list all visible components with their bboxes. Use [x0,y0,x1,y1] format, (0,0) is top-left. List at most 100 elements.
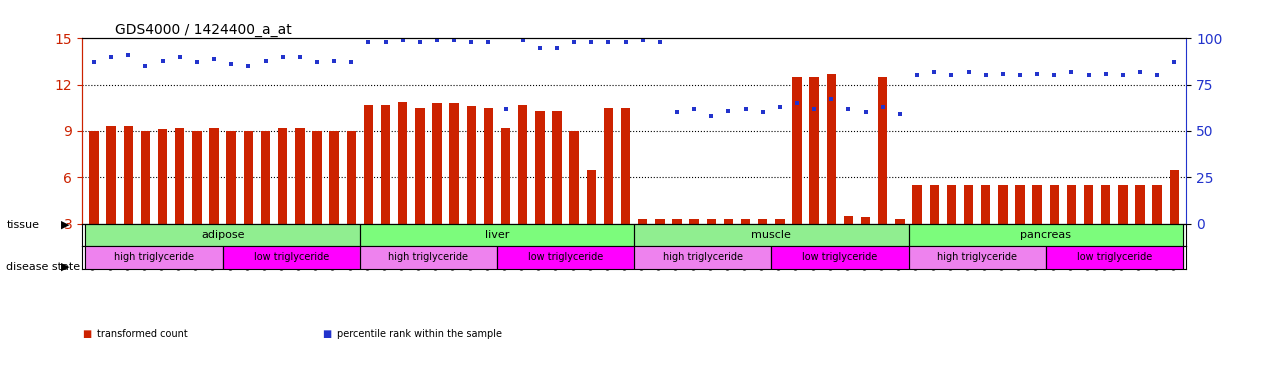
Point [461,39,481,45]
Text: pancreas: pancreas [1020,230,1071,240]
Point [358,39,379,45]
Point [1164,60,1184,66]
Bar [1015,185,1025,223]
Point [564,39,584,45]
Point [907,72,928,78]
Text: ▶: ▶ [62,220,69,230]
Text: low triglyceride: low triglyceride [803,253,877,263]
Text: high triglyceride: high triglyceride [114,253,194,263]
Bar [569,131,579,223]
Point [702,113,722,119]
Text: low triglyceride: low triglyceride [254,253,329,263]
Bar [175,128,184,223]
Bar [517,105,528,223]
Point [787,100,808,106]
Bar [363,105,374,223]
Point [135,63,155,69]
Bar [793,77,801,223]
Bar [861,217,871,223]
Point [616,39,636,45]
Bar [758,219,767,223]
Point [993,71,1013,77]
Point [496,106,516,112]
Text: ▶: ▶ [62,262,69,272]
Point [307,60,327,66]
Bar [1118,185,1127,223]
Point [1147,72,1167,78]
Bar [946,185,957,223]
Point [1027,71,1047,77]
Text: ■: ■ [82,329,91,339]
Point [890,111,910,118]
Text: high triglyceride: high triglyceride [663,253,743,263]
Bar [878,77,887,223]
Point [650,39,670,45]
Bar [192,131,202,223]
Point [684,106,704,112]
Point [941,72,962,78]
Text: tissue: tissue [6,220,39,230]
Point [187,60,207,66]
Bar [467,106,476,223]
Bar [278,128,288,223]
Bar [1032,185,1042,223]
Point [838,106,858,112]
Point [770,104,790,110]
Point [1129,69,1150,75]
Point [273,54,293,60]
Text: low triglyceride: low triglyceride [528,253,603,263]
Text: percentile rank within the sample: percentile rank within the sample [337,329,502,339]
Point [444,37,464,43]
Bar [415,108,424,223]
Bar [1152,185,1162,223]
Bar [844,216,853,223]
Point [375,39,395,45]
Bar [1066,185,1076,223]
Point [85,60,105,66]
Bar [809,77,819,223]
Point [290,54,310,60]
Bar [998,185,1007,223]
Bar [930,185,939,223]
Point [598,39,618,45]
Text: GDS4000 / 1424400_a_at: GDS4000 / 1424400_a_at [115,23,292,37]
Bar [1170,170,1179,223]
Point [341,60,361,66]
Point [239,63,259,69]
Point [856,109,876,116]
Point [582,39,602,45]
Point [822,96,842,103]
Bar [261,131,270,223]
Point [392,37,413,43]
Bar [90,131,98,223]
Bar [106,126,116,223]
Bar [707,219,716,223]
Bar [639,219,647,223]
Point [873,104,893,110]
Bar [912,185,921,223]
Bar [483,108,493,223]
Bar [244,131,254,223]
Point [255,58,275,64]
Bar [398,102,408,223]
Point [169,54,189,60]
Bar [329,131,338,223]
Bar [895,219,905,223]
Bar [775,219,785,223]
Point [752,109,772,116]
Point [530,45,550,51]
Bar [723,219,733,223]
Text: ■: ■ [322,329,331,339]
Point [1113,72,1133,78]
Point [1061,69,1082,75]
Point [546,45,567,51]
Point [1010,72,1030,78]
Point [512,37,533,43]
Bar [535,111,545,223]
Bar [1100,185,1111,223]
Point [221,61,241,68]
Point [1044,72,1064,78]
Point [1095,71,1116,77]
Bar [603,108,613,223]
Bar [124,126,133,223]
